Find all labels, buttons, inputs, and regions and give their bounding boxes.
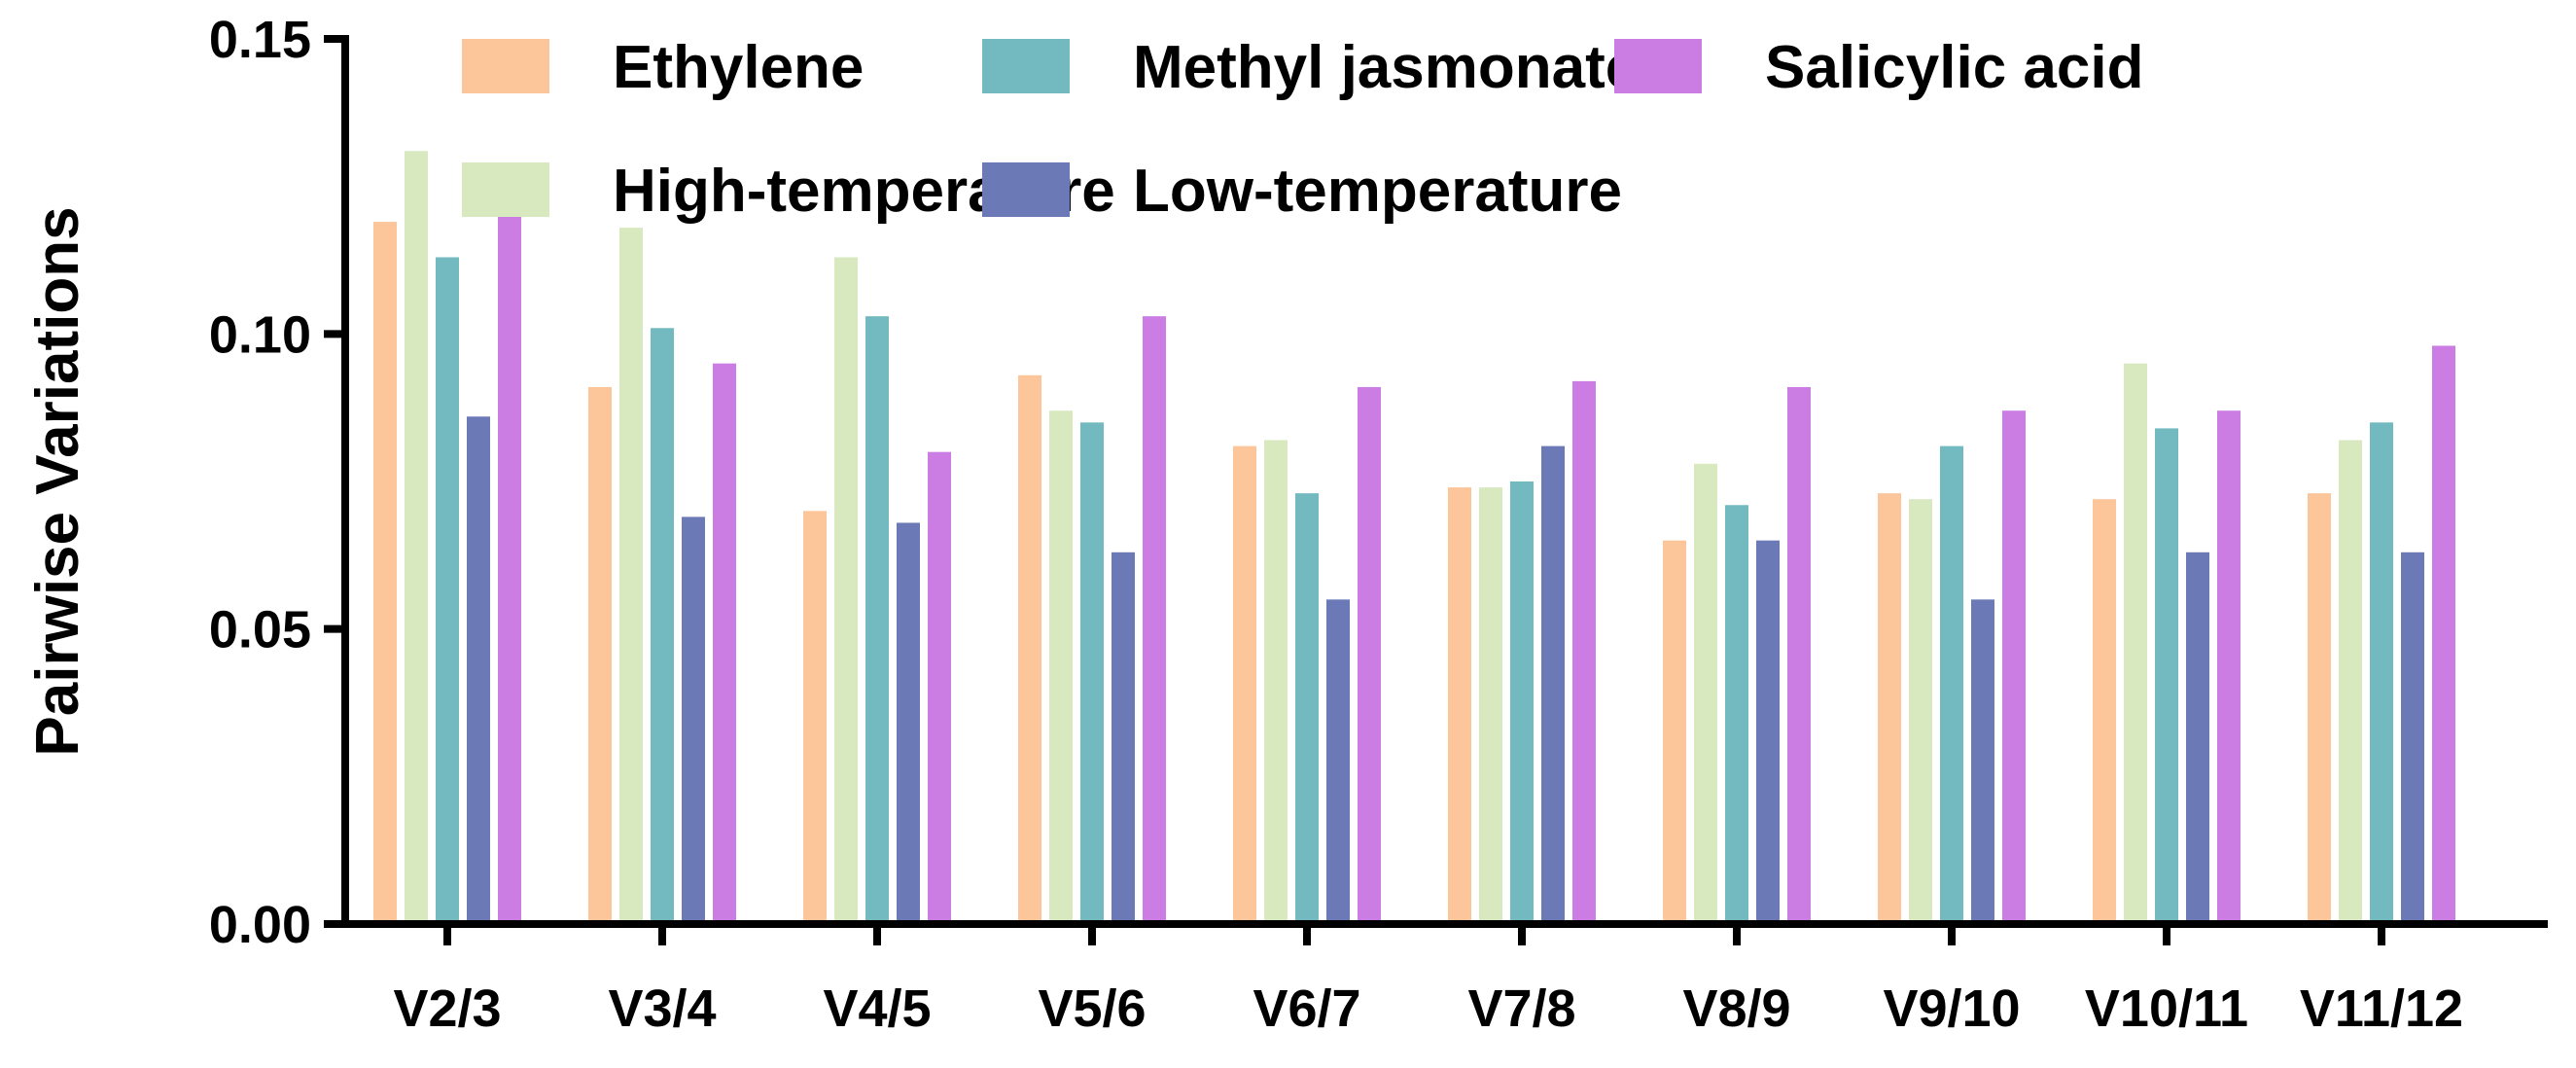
legend-swatch — [462, 162, 549, 217]
bar — [897, 522, 920, 924]
bar — [498, 180, 521, 925]
x-tick-label: V9/10 — [1883, 979, 2020, 1038]
bars-layer — [373, 151, 2455, 925]
x-tick-label: V11/12 — [2300, 979, 2463, 1038]
bar — [1080, 422, 1104, 924]
x-tick-label: V8/9 — [1682, 979, 1790, 1038]
bar — [1878, 493, 1901, 924]
bar — [1971, 599, 1994, 924]
legend-label: Salicylic acid — [1765, 34, 2143, 101]
bar — [2401, 552, 2424, 924]
bar — [865, 316, 889, 925]
legend: Ethylene Methyl jasmonate Salicylic acidHi… — [462, 34, 2143, 225]
bar — [1663, 540, 1686, 924]
bar — [2339, 440, 2362, 924]
bar — [2093, 499, 2116, 924]
bar — [1541, 445, 1565, 924]
bar — [1143, 316, 1166, 925]
bar — [467, 416, 490, 924]
bar — [405, 151, 428, 924]
bar — [1725, 505, 1748, 924]
bar — [619, 228, 643, 925]
y-tick-label: 0.05 — [209, 601, 311, 659]
legend-swatch — [1614, 39, 1702, 93]
bar — [1787, 386, 1811, 924]
legend-label: Low-temperature — [1133, 158, 1622, 225]
y-axis-title: Pairwise Variations — [24, 206, 91, 756]
axes-layer — [341, 35, 2548, 928]
bar — [1940, 445, 1963, 924]
bar — [1264, 440, 1288, 924]
legend-swatch — [982, 39, 1070, 93]
x-tick-label: V10/11 — [2085, 979, 2248, 1038]
bar — [2370, 422, 2393, 924]
bar — [373, 222, 397, 925]
legend-label: Methyl jasmonate — [1133, 34, 1639, 101]
bar — [2217, 410, 2241, 924]
bar — [1295, 493, 1319, 924]
bar — [2186, 552, 2209, 924]
y-tick-label: 0.15 — [209, 11, 311, 69]
bar — [2155, 428, 2178, 924]
ticks-layer: 0.00 0.05 0.10 0.15 V2/3 V3/4 V4/5 V5/6 V6/7 V7/8… — [209, 11, 2463, 1038]
bar — [1572, 380, 1596, 924]
bar — [803, 511, 827, 924]
legend-label: Ethylene — [613, 34, 864, 101]
x-tick-label: V7/8 — [1467, 979, 1575, 1038]
bar — [713, 363, 736, 925]
x-tick-label: V2/3 — [393, 979, 501, 1038]
bar — [651, 328, 674, 924]
bar — [1694, 463, 1717, 924]
bar — [1049, 410, 1073, 924]
bar — [928, 451, 951, 924]
bar — [1018, 374, 1041, 924]
x-tick-label: V3/4 — [608, 979, 716, 1038]
bar — [1479, 487, 1502, 924]
bar — [436, 257, 459, 924]
bar — [1233, 445, 1256, 924]
bar — [1326, 599, 1350, 924]
bar — [1112, 552, 1135, 924]
bar — [2002, 410, 2026, 924]
bar — [1510, 481, 1534, 924]
legend-swatch — [462, 39, 549, 93]
bar — [834, 257, 858, 924]
bar — [1756, 540, 1780, 924]
bar — [1448, 487, 1471, 924]
y-tick-label: 0.00 — [209, 896, 311, 954]
bar — [1358, 386, 1381, 924]
bar — [682, 516, 705, 924]
y-tick-label: 0.10 — [209, 305, 311, 364]
bar — [2124, 363, 2147, 925]
bar — [588, 386, 612, 924]
bar — [1909, 499, 1932, 924]
x-tick-label: V5/6 — [1038, 979, 1146, 1038]
bar — [2432, 345, 2455, 924]
bar — [2308, 493, 2331, 924]
x-tick-label: V4/5 — [823, 979, 931, 1038]
legend-swatch — [982, 162, 1070, 217]
x-tick-label: V6/7 — [1253, 979, 1360, 1038]
